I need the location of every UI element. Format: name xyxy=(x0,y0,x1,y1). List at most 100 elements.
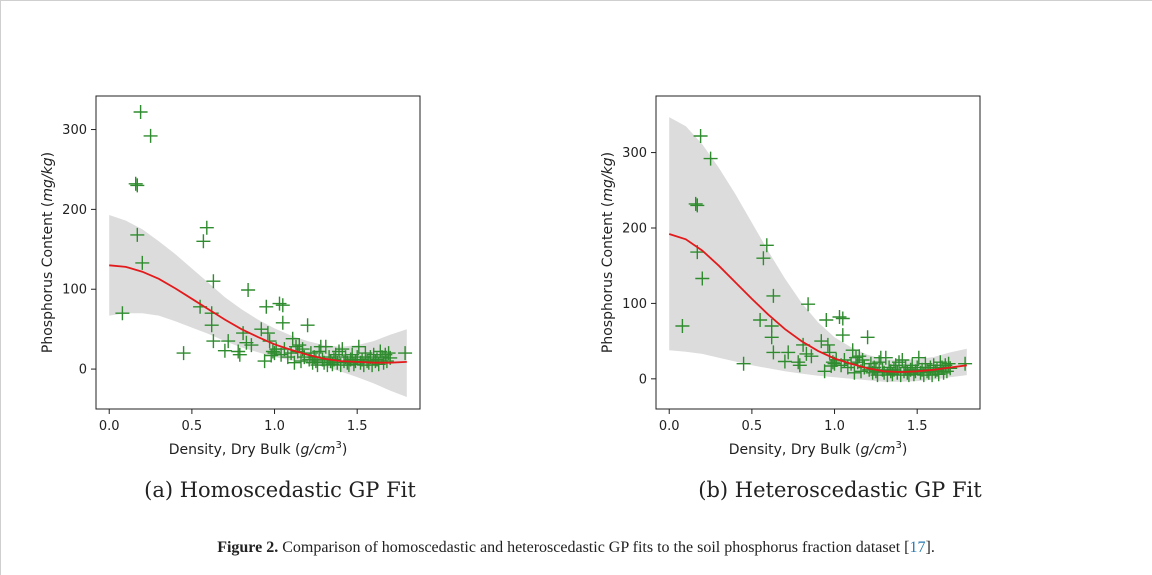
data-point xyxy=(204,318,219,333)
x-tick-label: 0.0 xyxy=(659,419,680,434)
data-point xyxy=(130,178,145,193)
y-tick-label: 0 xyxy=(79,363,87,378)
y-axis-label: Phosphorus Content (mg/kg) xyxy=(40,152,56,353)
data-point xyxy=(847,365,862,380)
data-points xyxy=(115,105,413,373)
homoscedastic-chart: 0.0 0.5 1.0 1.5 0 100 200 300 Density, Dry Bulk … xyxy=(40,95,421,458)
data-point xyxy=(675,319,690,333)
gp-mean-line xyxy=(109,264,407,364)
data-point xyxy=(814,334,829,349)
data-point xyxy=(206,274,221,289)
data-point xyxy=(221,334,236,349)
subcaption-heteroscedastic: (b) Heteroscedastic GP Fit xyxy=(698,478,982,502)
data-point xyxy=(835,328,850,343)
y-tick-label: 0 xyxy=(639,372,647,387)
panel-homoscedastic: 0.0 0.5 1.0 1.5 0 100 200 300 Density, Dry Bulk … xyxy=(0,18,560,518)
data-point xyxy=(259,299,274,314)
data-point xyxy=(781,345,796,360)
data-point xyxy=(128,176,143,191)
data-point xyxy=(300,318,315,333)
confidence-band xyxy=(669,117,967,382)
data-point xyxy=(133,105,148,119)
data-point xyxy=(232,347,247,362)
data-point xyxy=(820,337,835,352)
data-point xyxy=(143,128,158,143)
x-tick-label: 0.0 xyxy=(99,419,120,434)
data-point xyxy=(695,271,710,286)
data-point xyxy=(911,350,926,365)
data-point xyxy=(878,350,893,365)
data-point xyxy=(287,355,302,370)
data-point xyxy=(318,339,333,354)
data-point xyxy=(852,349,867,364)
figure-caption-text: Comparison of homoscedastic and heterosc… xyxy=(278,539,905,556)
data-point xyxy=(792,358,807,373)
y-tick-label: 100 xyxy=(622,297,647,312)
y-tick-label: 200 xyxy=(622,221,647,236)
subcaption-homoscedastic: (a) Homoscedastic GP Fit xyxy=(144,478,416,502)
y-axis-label: Phosphorus Content (mg/kg) xyxy=(600,152,616,353)
data-point xyxy=(244,338,259,353)
y-tick-label: 200 xyxy=(62,203,87,218)
data-point xyxy=(690,198,705,213)
x-axis-label: Density, Dry Bulk (g/cm3) xyxy=(729,440,908,458)
data-point xyxy=(275,315,290,330)
data-point xyxy=(860,330,875,345)
x-tick-label: 1.5 xyxy=(907,419,928,434)
data-point xyxy=(274,347,289,362)
data-point xyxy=(257,354,272,369)
y-tick-label: 300 xyxy=(622,146,647,161)
data-point xyxy=(241,283,256,297)
data-point xyxy=(845,343,860,358)
data-point xyxy=(832,310,847,324)
data-point xyxy=(958,356,973,371)
confidence-band xyxy=(109,215,407,397)
x-axis-label: Density, Dry Bulk (g/cm3) xyxy=(169,440,348,458)
x-tick-label: 0.5 xyxy=(742,419,763,434)
data-point xyxy=(254,322,269,337)
data-point xyxy=(766,345,781,360)
data-point xyxy=(939,364,954,379)
data-point xyxy=(196,234,211,249)
data-point xyxy=(340,355,355,370)
data-point xyxy=(801,297,816,312)
data-point xyxy=(398,346,413,361)
data-point xyxy=(275,298,290,313)
data-point xyxy=(199,220,214,235)
data-point xyxy=(217,343,232,358)
data-point xyxy=(688,196,703,211)
data-point xyxy=(736,356,751,371)
data-point xyxy=(115,306,130,321)
gp-mean-line xyxy=(668,233,967,373)
data-point xyxy=(703,151,718,166)
data-point xyxy=(328,347,343,362)
data-point xyxy=(260,326,275,341)
x-tick-label: 1.5 xyxy=(347,419,368,434)
data-point xyxy=(791,355,806,370)
data-point xyxy=(272,296,287,311)
data-point xyxy=(332,344,346,359)
plot-frame xyxy=(655,95,981,410)
x-tick-label: 1.0 xyxy=(264,419,285,434)
x-tick-label: 0.5 xyxy=(182,419,203,434)
data-point xyxy=(285,331,300,346)
data-point xyxy=(764,330,779,345)
data-point xyxy=(855,353,870,367)
data-point xyxy=(906,367,921,382)
citation-link[interactable]: 17 xyxy=(909,539,926,556)
data-point xyxy=(693,129,708,143)
data-point xyxy=(206,334,221,349)
figure-caption: Figure 2. Comparison of homoscedastic an… xyxy=(0,539,1152,557)
x-tick-label: 1.0 xyxy=(824,419,845,434)
data-point xyxy=(835,311,850,326)
data-point xyxy=(777,354,792,369)
y-tick-label: 100 xyxy=(62,283,87,298)
y-tick-label: 300 xyxy=(62,123,87,138)
ref-open: [ xyxy=(904,539,910,556)
data-point xyxy=(766,288,781,303)
data-point xyxy=(346,357,361,372)
plot-frame xyxy=(95,95,421,410)
data-point xyxy=(379,354,394,369)
data-point xyxy=(130,227,145,242)
data-point xyxy=(756,251,771,266)
